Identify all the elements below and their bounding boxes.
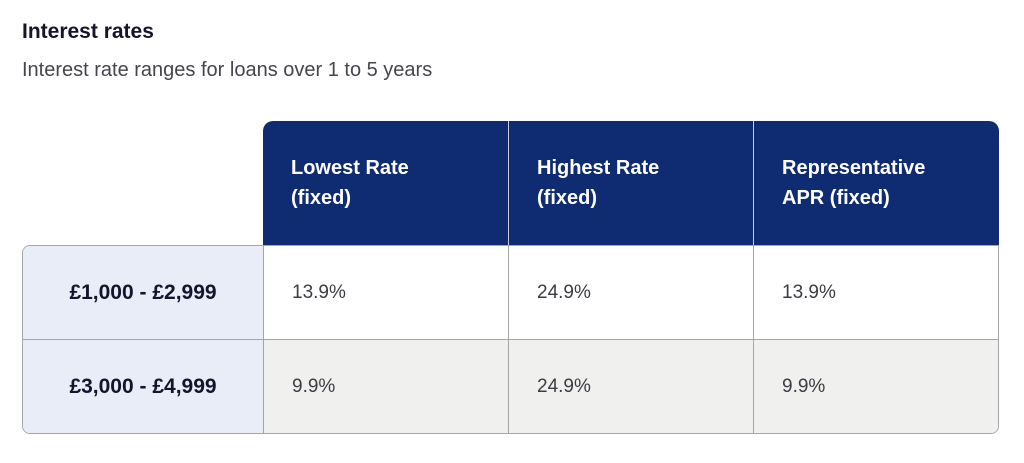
page-title: Interest rates — [22, 20, 154, 43]
cell-lowest-rate-row1: 13.9% — [263, 246, 508, 339]
row-label-3000-4999: £3,000 - £4,999 — [23, 340, 263, 433]
column-header-lowest-rate: Lowest Rate (fixed) — [263, 121, 508, 245]
cell-representative-apr-row2: 9.9% — [753, 340, 998, 433]
column-header-representative-apr: Representative APR (fixed) — [753, 121, 999, 245]
header-spacer-cell — [22, 121, 263, 245]
interest-rates-table: Lowest Rate (fixed) Highest Rate (fixed)… — [22, 121, 999, 434]
table-row: £3,000 - £4,999 9.9% 24.9% 9.9% — [23, 339, 998, 433]
cell-highest-rate-row1: 24.9% — [508, 246, 753, 339]
interest-rates-section: Interest rates Interest rate ranges for … — [22, 20, 999, 434]
table-body: £1,000 - £2,999 13.9% 24.9% 13.9% £3,000… — [22, 245, 999, 434]
column-header-highest-rate: Highest Rate (fixed) — [508, 121, 753, 245]
table-row: £1,000 - £2,999 13.9% 24.9% 13.9% — [23, 246, 998, 339]
cell-lowest-rate-row2: 9.9% — [263, 340, 508, 433]
row-label-1000-2999: £1,000 - £2,999 — [23, 246, 263, 339]
cell-highest-rate-row2: 24.9% — [508, 340, 753, 433]
table-header-row: Lowest Rate (fixed) Highest Rate (fixed)… — [22, 121, 999, 245]
cell-representative-apr-row1: 13.9% — [753, 246, 998, 339]
page-subtitle: Interest rate ranges for loans over 1 to… — [22, 59, 433, 81]
